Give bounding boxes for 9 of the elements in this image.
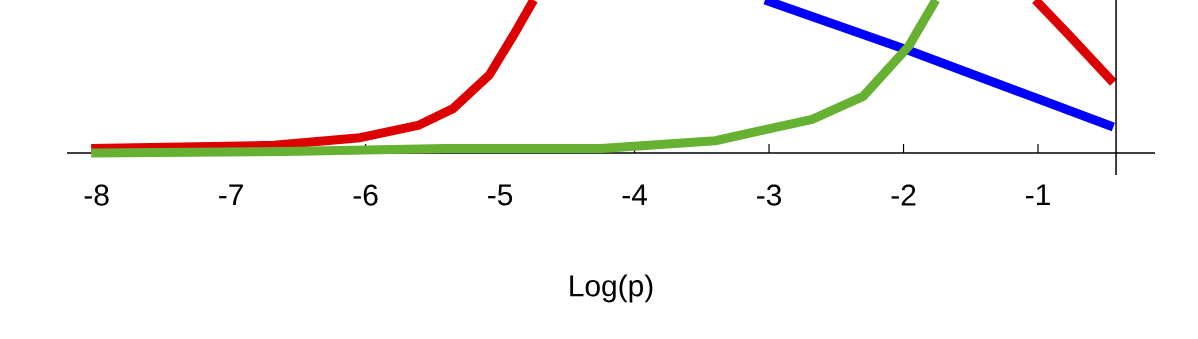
x-tick-label: -5 xyxy=(488,184,513,206)
x-tick-label: -1 xyxy=(1026,184,1050,206)
x-tick-label: -2 xyxy=(891,184,916,206)
x-tick-label: -6 xyxy=(353,184,378,206)
x-axis-title: Log(p) xyxy=(570,274,653,303)
x-tick-label: -7 xyxy=(219,184,243,206)
x-tick-label: -4 xyxy=(622,184,647,206)
x-tick-label: -8 xyxy=(84,184,109,206)
x-tick-label: -3 xyxy=(757,184,782,206)
